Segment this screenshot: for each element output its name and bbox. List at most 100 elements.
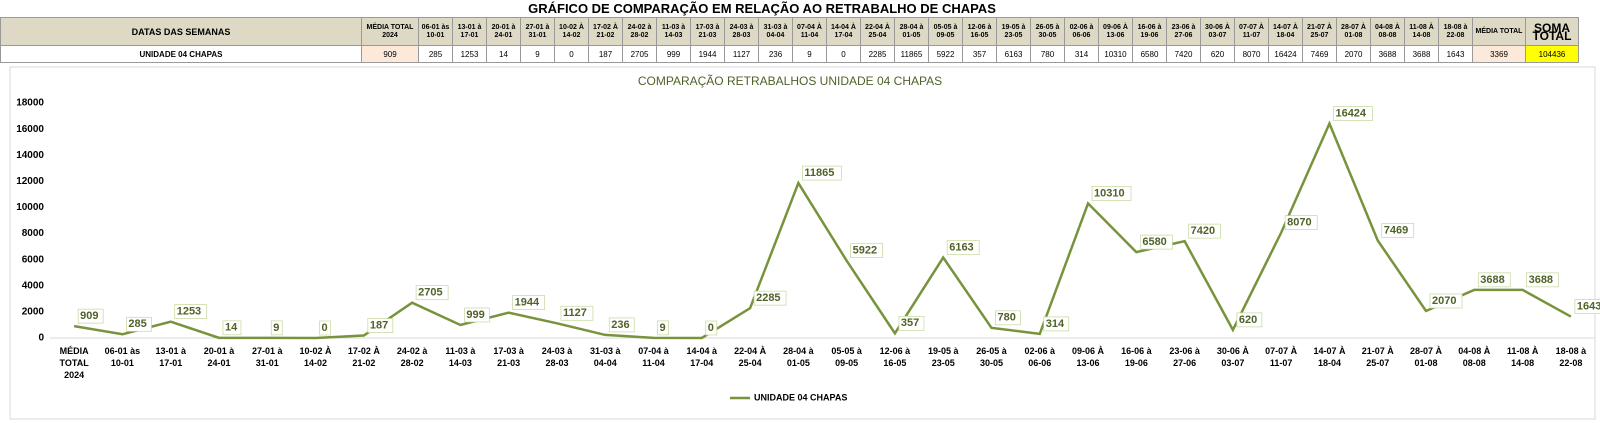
column-header: SOMA TOTAL <box>1525 17 1579 46</box>
data-label-box <box>1526 272 1559 288</box>
y-tick-label: 4000 <box>22 280 45 291</box>
table-cell: 3369 <box>1472 45 1526 63</box>
y-tick-label: 16000 <box>16 124 44 135</box>
data-label: 357 <box>901 317 919 329</box>
data-label: 999 <box>466 309 484 321</box>
data-label: 1944 <box>515 297 540 309</box>
data-label-box <box>222 320 242 336</box>
data-label: 1127 <box>563 307 587 319</box>
data-label-box <box>1333 106 1373 121</box>
data-label: 0 <box>708 322 714 334</box>
x-tick-label: 18-08 à 22-08 <box>1556 346 1588 368</box>
x-tick-label: 30-06 À 03-07 <box>1217 346 1250 368</box>
table-cell: 1643 <box>1438 45 1473 63</box>
x-tick-label: 24-03 à 28-03 <box>542 346 574 368</box>
x-tick-label: 07-07 À 11-07 <box>1265 346 1298 368</box>
column-header: 19-05 à 23-05 <box>996 17 1031 46</box>
x-tick-label: 02-06 à 06-06 <box>1025 346 1057 368</box>
y-tick-label: 0 <box>38 333 44 344</box>
data-label-box <box>126 316 152 332</box>
column-header: 31-03 à 04-04 <box>758 17 793 46</box>
data-label: 620 <box>1239 314 1257 326</box>
table-cell: 2705 <box>622 45 657 63</box>
data-label-box <box>1284 215 1318 230</box>
data-label: 5922 <box>853 245 877 257</box>
column-header: MÉDIA TOTAL 2024 <box>361 17 419 46</box>
data-label: 6580 <box>1142 236 1166 248</box>
x-tick-label: 26-05 à 30-05 <box>976 346 1008 368</box>
x-tick-label: 07-04 à 11-04 <box>638 346 670 368</box>
table-cell: 104436 <box>1525 45 1579 63</box>
data-label: 14 <box>225 322 238 334</box>
data-label-box <box>1139 234 1173 250</box>
data-label-box <box>1188 223 1221 239</box>
column-header: 28-04 à 01-05 <box>894 17 929 46</box>
chart-title: COMPARAÇÃO RETRABALHOS UNIDADE 04 CHAPAS <box>638 74 942 88</box>
table-cell: 11865 <box>894 45 929 63</box>
x-tick-label: 21-07 À 25-07 <box>1362 346 1395 368</box>
data-label-box <box>415 285 449 301</box>
column-header: 28-07 À 01-08 <box>1336 17 1371 46</box>
data-label-box <box>1574 299 1600 314</box>
data-label-box <box>1043 316 1070 332</box>
y-tick-label: 10000 <box>16 202 44 213</box>
x-tick-label: 19-05 à 23-05 <box>928 346 960 368</box>
x-tick-label: 14-04 à 17-04 <box>687 346 719 368</box>
column-header: 06-01 às 10-01 <box>418 17 453 46</box>
x-tick-label: 17-02 À 21-02 <box>348 346 381 368</box>
data-label-box <box>608 317 635 333</box>
data-label: 1643 <box>1577 300 1600 312</box>
data-label: 1253 <box>177 306 201 318</box>
x-tick-label: 09-06 À 13-06 <box>1072 346 1105 368</box>
data-label: 314 <box>1046 318 1065 330</box>
data-label-box <box>1381 223 1415 238</box>
data-label-box <box>946 240 980 255</box>
series-line <box>73 120 1572 340</box>
data-label-box <box>77 308 104 324</box>
x-tick-label: 05-05 à 09-05 <box>831 346 863 368</box>
data-label-box <box>995 310 1021 326</box>
x-tick-label: 13-01 à 17-01 <box>155 346 187 368</box>
data-label: 10310 <box>1094 187 1125 199</box>
x-tick-label: 04-08 À 08-08 <box>1458 346 1491 368</box>
data-label-box <box>174 304 208 319</box>
y-tick-label: 2000 <box>22 307 45 318</box>
data-label: 3688 <box>1480 274 1504 286</box>
data-label-box <box>753 290 787 306</box>
data-label: 7469 <box>1384 224 1408 236</box>
data-label-box <box>367 318 394 333</box>
data-label-box <box>319 320 331 336</box>
data-label: 9 <box>660 322 666 334</box>
data-label-box <box>1091 186 1132 201</box>
data-label: 11865 <box>804 167 834 179</box>
x-tick-label: 06-01 às 10-01 <box>105 346 141 368</box>
x-tick-label: 27-01 à 31-01 <box>252 346 284 368</box>
table-cell: 285 <box>418 45 453 63</box>
data-label-box <box>512 295 546 310</box>
x-tick-label: 24-02 à 28-02 <box>397 346 429 368</box>
column-header: 14-04 À 17-04 <box>826 17 861 46</box>
sheet-title: GRÁFICO DE COMPARAÇÃO EM RELAÇÃO AO RETR… <box>528 1 996 16</box>
column-header: 24-03 à 28-03 <box>724 17 759 46</box>
column-header: 23-06 à 27-06 <box>1166 17 1201 46</box>
x-tick-label: 22-04 À 25-04 <box>734 346 767 368</box>
x-tick-label: 14-07 À 18-04 <box>1313 346 1346 368</box>
data-label: 909 <box>80 310 98 322</box>
data-label: 0 <box>322 322 328 334</box>
data-label: 9 <box>273 322 279 334</box>
x-tick-label: 12-06 à 16-05 <box>880 346 912 368</box>
data-label: 6163 <box>949 241 973 253</box>
column-header: 17-02 À 21-02 <box>588 17 623 46</box>
column-header: 22-04 À 25-04 <box>860 17 895 46</box>
table-cell: 909 <box>361 45 419 63</box>
y-tick-label: 8000 <box>22 228 45 239</box>
column-header: 10-02 À 14-02 <box>554 17 589 46</box>
column-header: 12-06 à 16-05 <box>962 17 997 46</box>
column-header: 17-03 à 21-03 <box>690 17 725 46</box>
data-label-box <box>1429 293 1463 309</box>
chart-frame <box>9 66 1596 420</box>
x-tick-label: 16-06 à 19-06 <box>1121 346 1153 368</box>
data-label: 3688 <box>1529 274 1553 286</box>
data-label-box <box>464 307 490 323</box>
